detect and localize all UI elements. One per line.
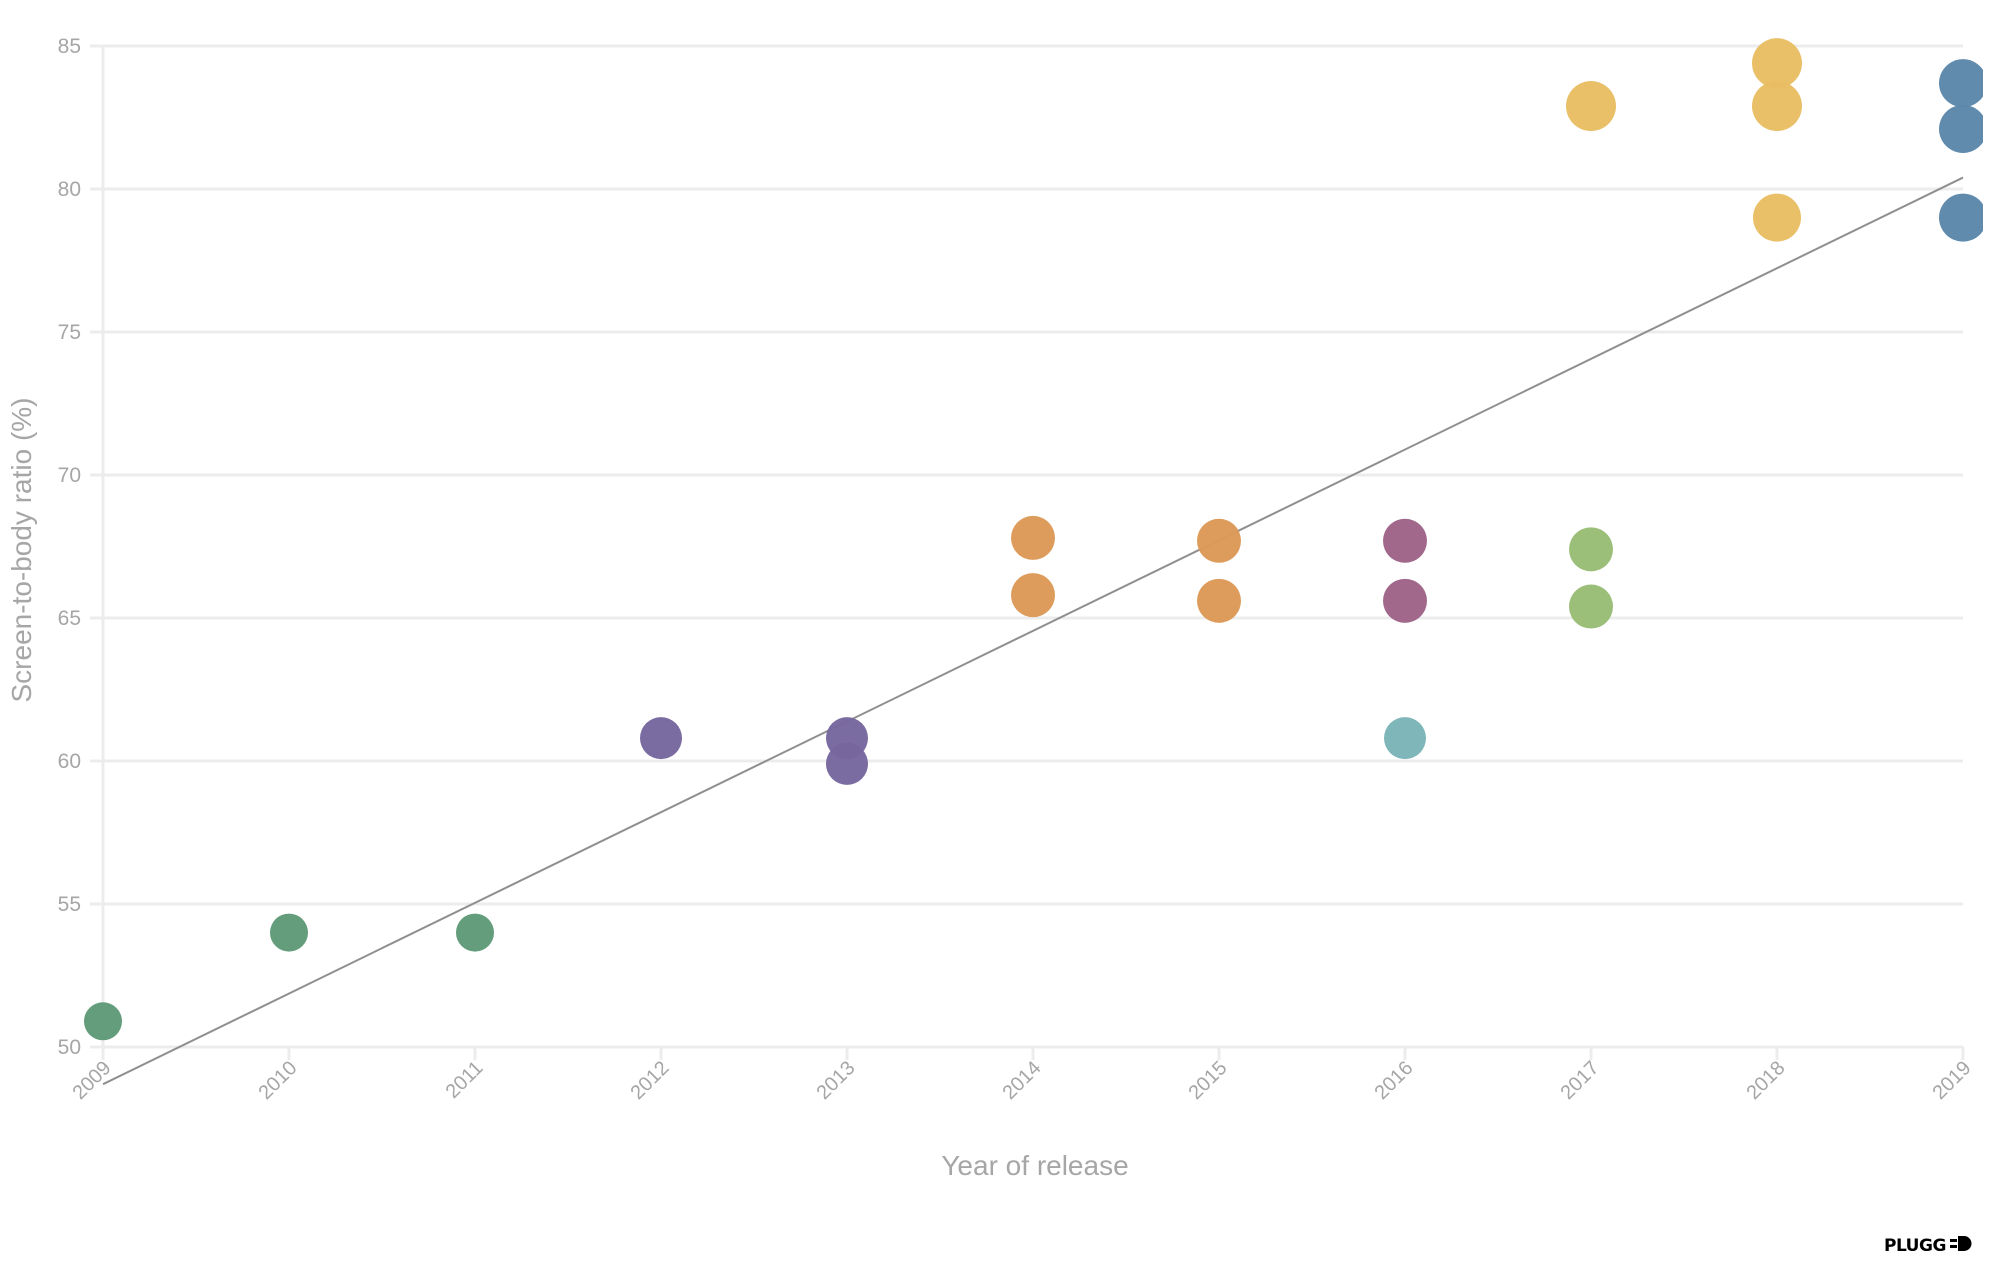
data-point bbox=[270, 913, 308, 952]
data-point bbox=[1752, 81, 1802, 132]
data-point bbox=[640, 717, 682, 760]
x-tick-label: 2014 bbox=[999, 1057, 1046, 1104]
data-point bbox=[1383, 578, 1427, 623]
y-tick-label: 65 bbox=[58, 607, 81, 630]
data-point bbox=[1197, 578, 1241, 623]
x-axis: 2009 2010 2011 2012 2013 2014 2015 2016 2017 2018… bbox=[69, 1047, 1976, 1104]
y-axis: 50 55 60 65 70 75 80 85 bbox=[58, 35, 81, 1059]
x-tick-label: 2011 bbox=[442, 1057, 488, 1103]
y-tick-label: 80 bbox=[58, 178, 81, 201]
data-point bbox=[1939, 104, 1983, 153]
data-point bbox=[1197, 518, 1241, 563]
data-point bbox=[84, 1002, 122, 1041]
y-tick-label: 85 bbox=[58, 35, 81, 58]
y-tick-label: 70 bbox=[58, 464, 81, 487]
data-point bbox=[1566, 81, 1616, 132]
x-tick-label: 2019 bbox=[1929, 1057, 1976, 1104]
x-tick-label: 2018 bbox=[1743, 1057, 1790, 1104]
data-point bbox=[1011, 573, 1055, 618]
data-point bbox=[1383, 518, 1427, 563]
x-tick-label: 2013 bbox=[813, 1057, 860, 1104]
data-point bbox=[826, 742, 868, 785]
x-axis-title: Year of release bbox=[941, 1150, 1128, 1181]
y-tick-label: 50 bbox=[58, 1036, 81, 1059]
y-tick-label: 75 bbox=[58, 321, 81, 344]
data-point bbox=[1939, 59, 1983, 108]
x-tick-label: 2016 bbox=[1371, 1057, 1418, 1104]
y-tick-label: 60 bbox=[58, 750, 81, 773]
data-point bbox=[1939, 193, 1983, 242]
plug-icon bbox=[1949, 1236, 1972, 1256]
data-point bbox=[456, 913, 494, 952]
data-points bbox=[84, 38, 1983, 1041]
plugged-logo: PLUGG bbox=[1884, 1236, 1972, 1256]
data-point bbox=[1753, 193, 1801, 242]
y-axis-title: Screen-to-body ratio (%) bbox=[6, 397, 37, 702]
trend-line bbox=[102, 176, 1964, 1086]
x-tick-label: 2010 bbox=[255, 1057, 302, 1104]
data-point bbox=[1384, 717, 1426, 760]
data-point bbox=[1569, 584, 1613, 629]
data-point bbox=[1569, 527, 1613, 572]
y-tick-label: 55 bbox=[58, 893, 81, 916]
x-tick-label: 2017 bbox=[1557, 1057, 1604, 1104]
x-tick-label: 2012 bbox=[627, 1057, 674, 1104]
data-point bbox=[1011, 515, 1055, 560]
trend-line bbox=[102, 176, 1964, 1086]
gridlines bbox=[90, 44, 1963, 1049]
x-tick-label: 2015 bbox=[1185, 1057, 1232, 1104]
logo-text: PLUGG bbox=[1884, 1236, 1946, 1256]
data-point bbox=[1752, 38, 1802, 89]
